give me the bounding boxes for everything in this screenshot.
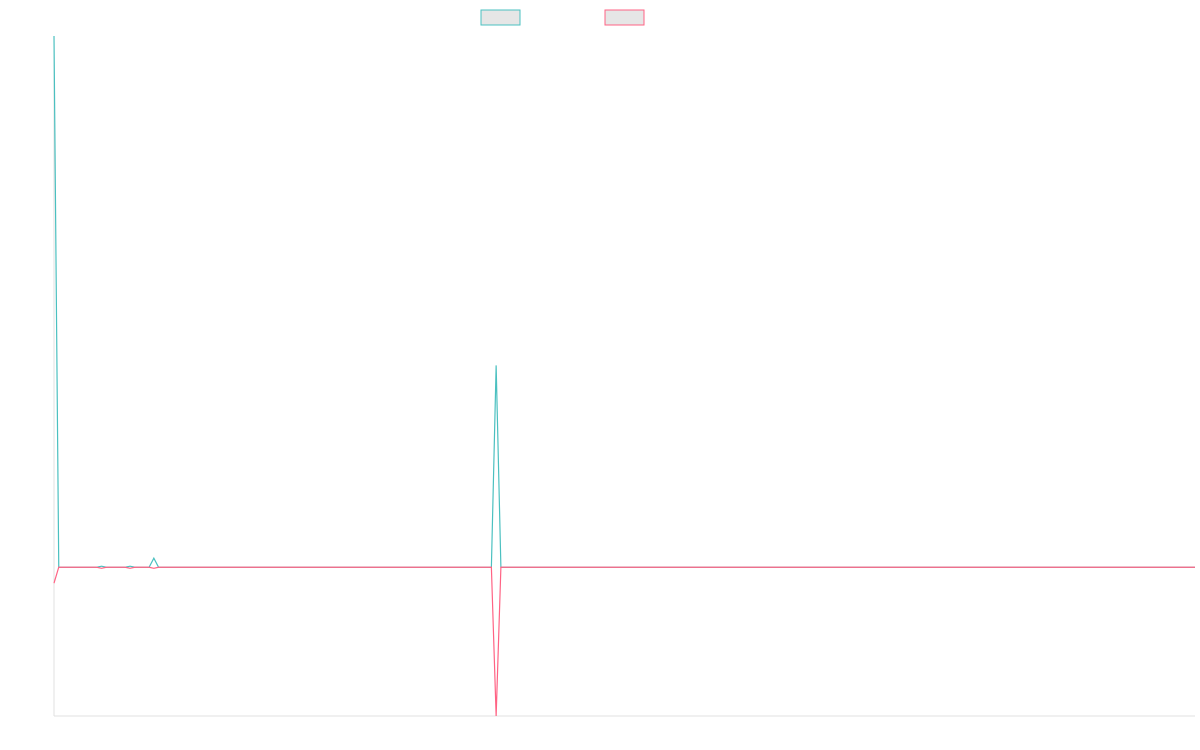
series-line <box>53 35 1195 568</box>
series-line <box>53 566 1195 717</box>
legend-swatch <box>604 9 645 26</box>
legend-swatch <box>480 9 521 26</box>
